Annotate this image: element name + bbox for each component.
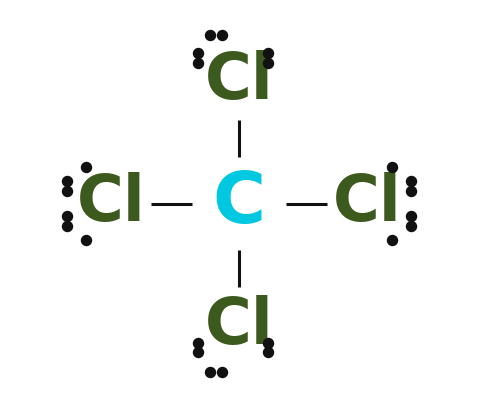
Point (264, 339, 272, 346)
Text: Cl: Cl (76, 173, 145, 234)
Point (206, 31, 214, 38)
Point (64, 178, 71, 184)
Point (407, 178, 414, 184)
Point (407, 212, 414, 219)
Point (389, 237, 396, 243)
Point (218, 369, 226, 376)
Point (195, 349, 202, 355)
Point (82, 237, 89, 243)
Text: Cl: Cl (205, 295, 273, 357)
Point (407, 188, 414, 195)
Point (195, 60, 202, 66)
Point (407, 223, 414, 229)
Point (264, 50, 272, 56)
Point (389, 164, 396, 170)
Point (64, 188, 71, 195)
Point (82, 164, 89, 170)
Point (64, 212, 71, 219)
Point (195, 339, 202, 346)
Point (264, 349, 272, 355)
Text: Cl: Cl (205, 50, 273, 112)
Point (206, 369, 214, 376)
Text: C: C (213, 169, 265, 238)
Point (218, 31, 226, 38)
Text: Cl: Cl (333, 173, 402, 234)
Point (264, 60, 272, 66)
Point (64, 223, 71, 229)
Point (195, 50, 202, 56)
